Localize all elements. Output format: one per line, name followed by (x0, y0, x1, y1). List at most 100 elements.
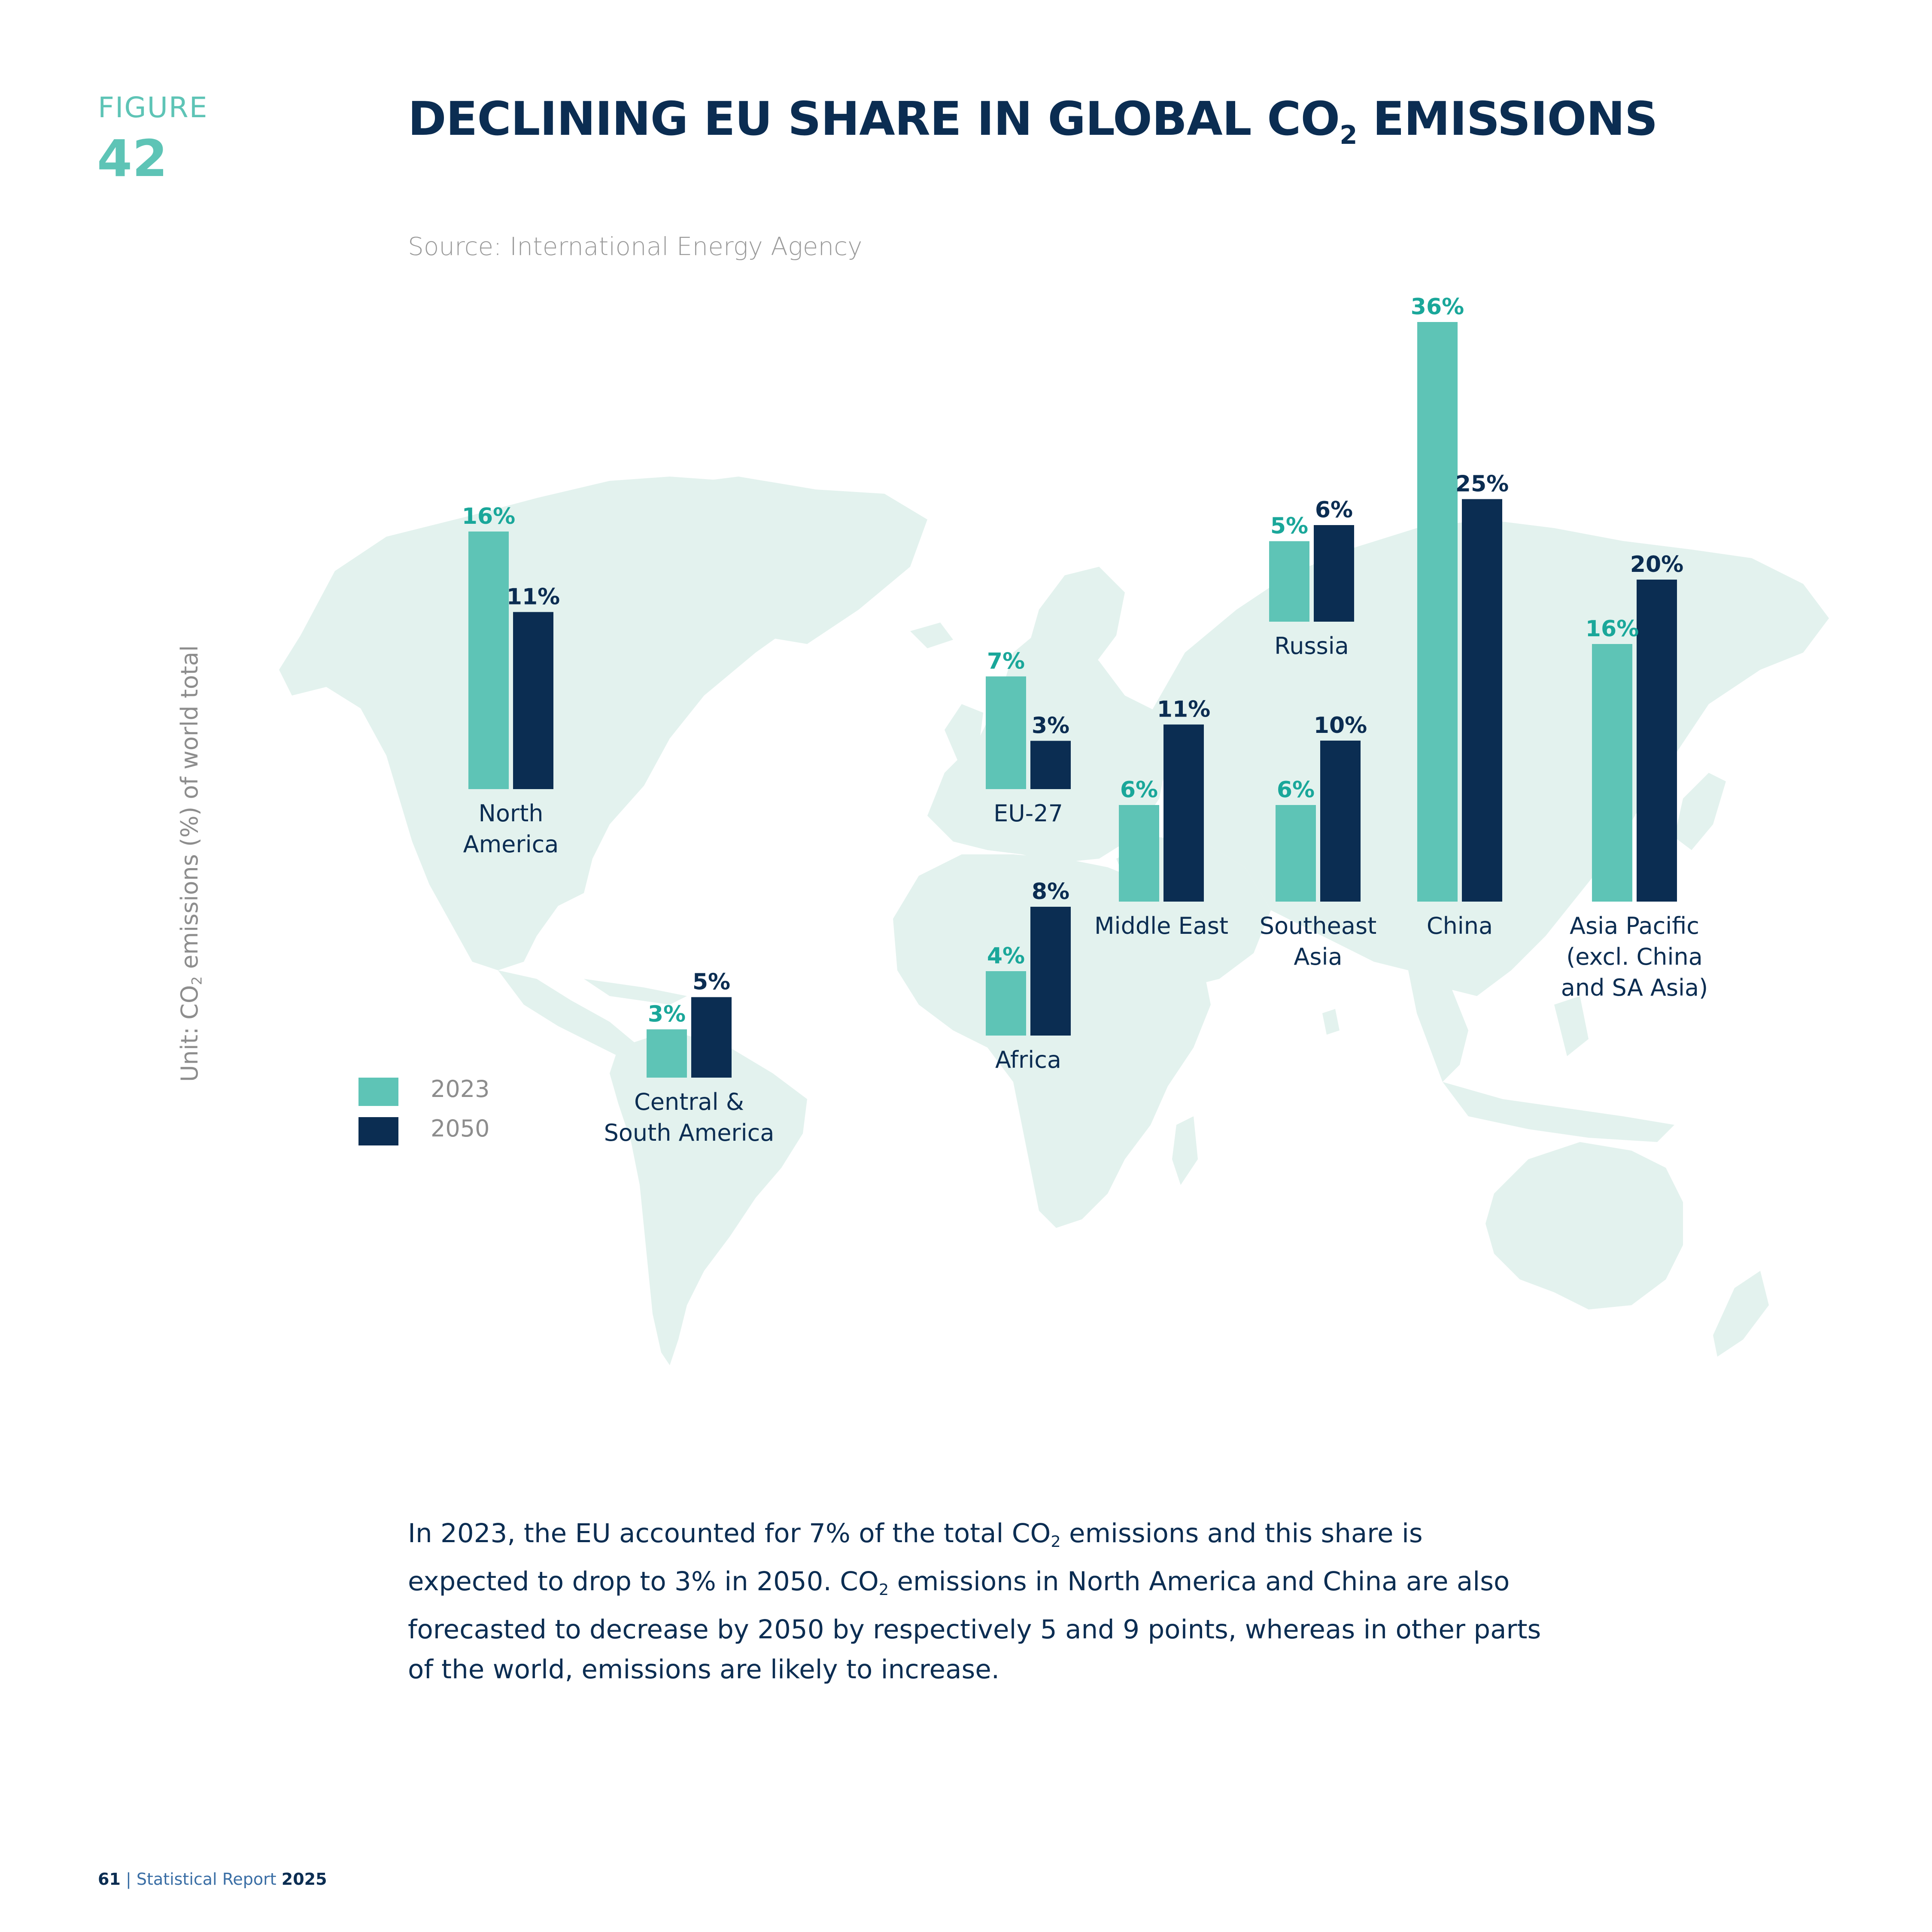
legend-label-2023: 2023 (431, 1075, 490, 1103)
bar-2023-china (1417, 322, 1458, 902)
bar-2050-africa (1030, 907, 1071, 1036)
map-new-zealand (1713, 1271, 1769, 1357)
map-sri-lanka (1322, 1009, 1340, 1035)
bar-2023-southeast-asia (1276, 805, 1316, 902)
map-caribbean (584, 979, 687, 1005)
value-label-2023-china: 36% (1411, 294, 1464, 320)
value-label-2050-russia: 6% (1315, 497, 1353, 523)
bar-2050-middle-east (1163, 724, 1204, 902)
title-subscript: 2 (1340, 120, 1357, 150)
footer: 61 | Statistical Report 2025 (98, 1870, 327, 1889)
value-label-2023-middle-east: 6% (1120, 777, 1158, 803)
map-africa (893, 854, 1211, 1228)
region-label-central-south-america: Central & South America (604, 1088, 775, 1146)
region-label-line: Russia (1274, 632, 1349, 659)
value-label-2050-asia-pacific-excl-china-and-sa-asia: 20% (1630, 552, 1683, 577)
bar-2023-asia-pacific-excl-china-and-sa-asia (1592, 644, 1632, 902)
page-number: 61 (98, 1870, 121, 1889)
region-label-line: South America (604, 1119, 775, 1146)
region-label-line: Central & (634, 1088, 744, 1115)
title-part2: EMISSIONS (1357, 92, 1658, 146)
region-label-russia: Russia (1274, 632, 1349, 659)
map-madagascar (1172, 1116, 1198, 1185)
map-arctic-islands (558, 494, 627, 545)
region-label-line: and SA Asia) (1561, 974, 1708, 1001)
bar-2050-north-america (513, 612, 553, 789)
bar-2050-central-south-america (691, 997, 732, 1078)
bar-2050-southeast-asia (1320, 741, 1361, 902)
region-label-line: America (463, 831, 559, 858)
map-greenland (623, 477, 927, 644)
map-iceland (910, 623, 953, 648)
bar-2023-middle-east (1119, 805, 1159, 902)
value-label-2023-southeast-asia: 6% (1277, 777, 1315, 803)
legend-swatch-2050 (358, 1117, 398, 1145)
region-label-north-america: North America (463, 800, 559, 858)
value-label-2050-china: 25% (1455, 471, 1509, 497)
region-label-africa: Africa (995, 1046, 1061, 1073)
map-central-america (498, 970, 635, 1056)
map-uk (945, 704, 983, 760)
desc-part2: emissions and this share is expected to … (408, 1518, 1423, 1597)
desc-sub1: 2 (1051, 1532, 1061, 1551)
map-southeast-asia (1408, 970, 1468, 1082)
bar-2050-eu-27 (1030, 741, 1071, 789)
bar-2050-china (1462, 499, 1502, 902)
region-label-southeast-asia: Southeast Asia (1260, 912, 1377, 970)
map-japan (1674, 773, 1726, 850)
region-label-line: Asia (1294, 943, 1342, 970)
bar-2023-central-south-america (647, 1029, 687, 1078)
value-label-2050-eu-27: 3% (1032, 713, 1069, 739)
map-north-america (279, 477, 867, 970)
value-label-2050-middle-east: 11% (1157, 697, 1210, 723)
bar-2050-asia-pacific-excl-china-and-sa-asia (1637, 580, 1677, 902)
desc-sub2: 2 (878, 1580, 889, 1599)
region-label-line: EU-27 (993, 800, 1063, 827)
region-label-line: Africa (995, 1046, 1061, 1073)
value-label-2050-southeast-asia: 10% (1314, 713, 1367, 738)
map-indonesia (1443, 1082, 1674, 1142)
bar-2023-eu-27 (986, 676, 1026, 789)
value-label-2023-russia: 5% (1270, 513, 1308, 539)
bar-2023-north-america (468, 532, 509, 789)
region-label-line: North (478, 800, 543, 827)
value-label-2050-north-america: 11% (507, 584, 560, 610)
legend-swatch-2023 (358, 1078, 398, 1106)
region-label-eu-27: EU-27 (993, 800, 1063, 827)
map-philippines (1554, 996, 1589, 1056)
desc-part3: emissions in North America and China are… (408, 1566, 1541, 1685)
value-label-2050-central-south-america: 5% (693, 969, 730, 995)
region-label-line: (excl. China (1566, 943, 1703, 970)
chart-title: DECLINING EU SHARE IN GLOBAL CO2 EMISSIO… (408, 92, 1658, 150)
legend-label-2050: 2050 (431, 1115, 490, 1142)
footer-separator: | (120, 1870, 137, 1889)
figure-number: 42 (97, 129, 168, 188)
value-label-2023-africa: 4% (987, 943, 1025, 969)
region-label-asia-pacific-excl-china-and-sa-asia: Asia Pacific (excl. China and SA Asia) (1561, 912, 1708, 1001)
figure-label: FIGURE (98, 91, 208, 124)
value-label-2023-north-america: 16% (462, 504, 515, 529)
region-label-line: Southeast (1260, 912, 1377, 939)
footer-report: Statistical Report (136, 1870, 282, 1889)
value-label-2023-eu-27: 7% (987, 649, 1025, 674)
bar-2050-russia (1314, 525, 1354, 622)
map-scandinavia (1022, 567, 1125, 687)
value-label-2023-central-south-america: 3% (648, 1002, 686, 1027)
map-south-america (610, 1030, 807, 1365)
footer-year: 2025 (281, 1870, 327, 1889)
bar-2023-russia (1269, 541, 1309, 622)
source-note: Source: International Energy Agency (408, 232, 863, 261)
bar-2023-africa (986, 971, 1026, 1036)
map-australia (1485, 1142, 1683, 1309)
title-part1: DECLINING EU SHARE IN GLOBAL CO (408, 92, 1340, 146)
description-text: In 2023, the EU accounted for 7% of the … (408, 1513, 1541, 1689)
region-label-line: Asia Pacific (1570, 912, 1699, 939)
value-label-2023-asia-pacific-excl-china-and-sa-asia: 16% (1586, 616, 1639, 642)
region-label-line: China (1427, 912, 1493, 939)
value-label-2050-africa: 8% (1032, 879, 1069, 905)
region-label-china: China (1427, 912, 1493, 939)
region-label-middle-east: Middle East (1094, 912, 1228, 939)
region-label-line: Middle East (1094, 912, 1228, 939)
desc-part1: In 2023, the EU accounted for 7% of the … (408, 1518, 1051, 1549)
